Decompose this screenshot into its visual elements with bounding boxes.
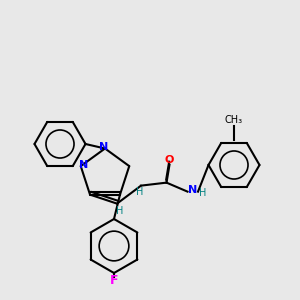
Text: H: H — [136, 187, 143, 196]
Text: F: F — [110, 274, 118, 287]
Text: N: N — [79, 160, 88, 170]
Text: H: H — [116, 206, 124, 216]
Text: N: N — [188, 185, 197, 195]
Text: CH₃: CH₃ — [225, 115, 243, 125]
Text: H: H — [199, 188, 206, 198]
Text: N: N — [99, 142, 108, 152]
Text: O: O — [165, 155, 174, 165]
